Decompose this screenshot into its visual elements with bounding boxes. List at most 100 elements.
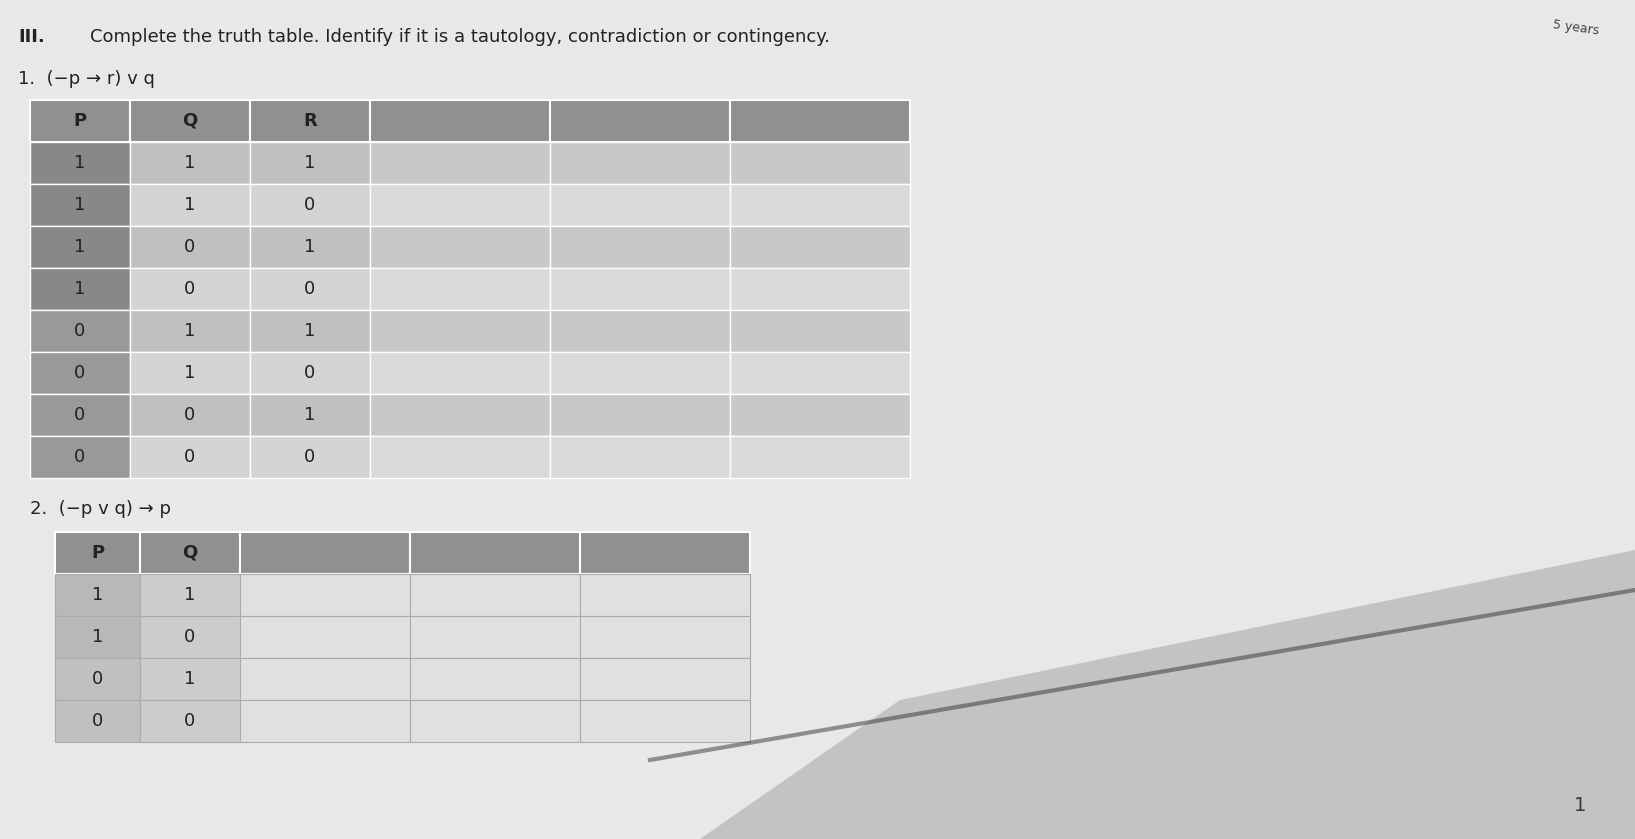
Text: R: R <box>302 112 317 130</box>
Bar <box>250 310 370 352</box>
Text: P: P <box>74 112 87 130</box>
Bar <box>549 184 729 226</box>
Bar <box>29 394 131 436</box>
Bar <box>580 574 750 616</box>
Bar <box>580 532 750 574</box>
Bar <box>131 226 250 268</box>
Bar <box>56 700 141 742</box>
Text: 1: 1 <box>92 628 103 646</box>
Bar <box>729 100 911 142</box>
Bar <box>729 352 911 394</box>
Text: 0: 0 <box>74 406 85 424</box>
Bar <box>141 616 240 658</box>
Bar <box>240 700 410 742</box>
Text: 0: 0 <box>185 712 196 730</box>
Bar <box>56 616 141 658</box>
Bar <box>141 700 240 742</box>
Text: Q: Q <box>183 112 198 130</box>
Bar <box>580 700 750 742</box>
Polygon shape <box>700 550 1635 839</box>
Bar <box>729 184 911 226</box>
Text: 1: 1 <box>74 154 85 172</box>
Bar <box>410 574 580 616</box>
Bar <box>131 436 250 478</box>
Bar <box>410 616 580 658</box>
Bar <box>250 394 370 436</box>
Bar <box>580 658 750 700</box>
Bar <box>549 100 729 142</box>
Text: Complete the truth table. Identify if it is a tautology, contradiction or contin: Complete the truth table. Identify if it… <box>90 28 831 46</box>
Bar <box>141 532 240 574</box>
Bar <box>240 658 410 700</box>
Bar <box>549 310 729 352</box>
Text: 1: 1 <box>185 364 196 382</box>
Bar <box>370 226 549 268</box>
Text: 0: 0 <box>304 364 316 382</box>
Bar <box>131 394 250 436</box>
Bar <box>370 100 549 142</box>
Bar <box>549 436 729 478</box>
Bar <box>729 268 911 310</box>
Bar <box>729 436 911 478</box>
Bar <box>370 142 549 184</box>
Text: P: P <box>92 544 105 562</box>
Bar <box>250 352 370 394</box>
Bar <box>29 352 131 394</box>
Bar <box>370 436 549 478</box>
Bar <box>729 142 911 184</box>
Text: 1.  (−p → r) v q: 1. (−p → r) v q <box>18 70 155 88</box>
Bar <box>131 184 250 226</box>
Text: III.: III. <box>18 28 44 46</box>
Text: 1: 1 <box>304 238 316 256</box>
Bar <box>29 184 131 226</box>
Bar <box>141 574 240 616</box>
Text: 0: 0 <box>92 712 103 730</box>
Bar <box>240 616 410 658</box>
Text: 0: 0 <box>185 406 196 424</box>
Bar <box>29 142 131 184</box>
Bar <box>240 574 410 616</box>
Bar <box>131 310 250 352</box>
Text: Q: Q <box>183 544 198 562</box>
Bar <box>580 616 750 658</box>
Bar <box>56 574 141 616</box>
Text: 0: 0 <box>74 448 85 466</box>
Text: 1: 1 <box>74 238 85 256</box>
Text: 1: 1 <box>74 196 85 214</box>
Bar <box>56 658 141 700</box>
Text: 0: 0 <box>185 238 196 256</box>
Bar <box>549 226 729 268</box>
Bar <box>250 142 370 184</box>
Bar <box>410 532 580 574</box>
Text: 0: 0 <box>74 322 85 340</box>
Bar <box>370 394 549 436</box>
Bar <box>250 100 370 142</box>
Text: 1: 1 <box>1575 796 1586 815</box>
Bar <box>131 100 250 142</box>
Text: 1: 1 <box>185 154 196 172</box>
Bar <box>549 268 729 310</box>
Text: 1: 1 <box>304 322 316 340</box>
Bar <box>729 226 911 268</box>
Bar <box>410 700 580 742</box>
Text: 2.  (−p v q) → p: 2. (−p v q) → p <box>29 500 172 518</box>
Text: 1: 1 <box>304 154 316 172</box>
Text: 0: 0 <box>304 196 316 214</box>
Bar <box>29 226 131 268</box>
Text: 0: 0 <box>185 280 196 298</box>
Bar <box>56 532 141 574</box>
Bar <box>240 532 410 574</box>
Text: 0: 0 <box>304 280 316 298</box>
Text: 1: 1 <box>185 196 196 214</box>
Bar <box>370 268 549 310</box>
Text: 0: 0 <box>92 670 103 688</box>
Bar <box>29 436 131 478</box>
Bar <box>131 352 250 394</box>
Text: 0: 0 <box>185 448 196 466</box>
Text: 1: 1 <box>74 280 85 298</box>
Bar <box>370 184 549 226</box>
Bar <box>29 310 131 352</box>
Text: 1: 1 <box>304 406 316 424</box>
Bar <box>131 142 250 184</box>
Text: 0: 0 <box>304 448 316 466</box>
